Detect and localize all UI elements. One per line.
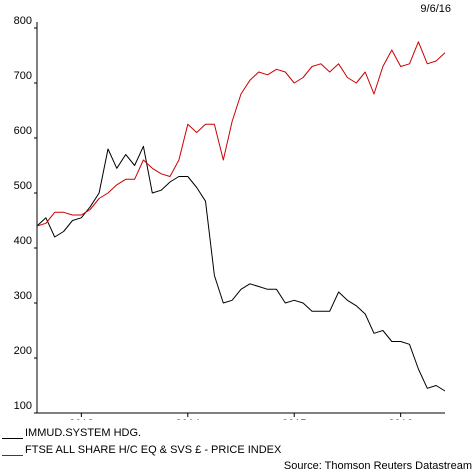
y-tick-label: 500 (14, 180, 32, 192)
line-chart: 100 200 300 400 500 600 700 800 2013 2014 2015 2016 (14, 15, 446, 420)
source-note: Source: Thomson Reuters Datastream (283, 460, 472, 472)
chart-axes: 100 200 300 400 500 600 700 800 2013 2014 2015 2016 (14, 15, 445, 420)
y-tick-label: 200 (14, 345, 32, 357)
series-line-immud (36, 145, 446, 392)
x-tick-label: 2016 (388, 418, 412, 420)
legend-swatch-ftse (2, 454, 23, 456)
legend-label-immud: IMMUD.SYSTEM HDG. (25, 427, 142, 439)
y-tick-label: 400 (14, 235, 32, 247)
x-tick-label: 2014 (176, 418, 200, 420)
y-tick-label: 600 (14, 125, 32, 137)
x-tick-label: 2013 (69, 418, 93, 420)
series-line-ftse (36, 41, 446, 227)
legend-item-immud: IMMUD.SYSTEM HDG. (2, 427, 141, 439)
legend-item-ftse: FTSE ALL SHARE H/C EQ & SVS £ - PRICE IN… (2, 444, 281, 456)
y-tick-label: 100 (14, 400, 32, 412)
legend-label-ftse: FTSE ALL SHARE H/C EQ & SVS £ - PRICE IN… (25, 444, 282, 456)
y-tick-label: 800 (14, 15, 32, 27)
x-tick-label: 2015 (282, 418, 306, 420)
chart-lines (36, 41, 446, 392)
y-tick-label: 700 (14, 70, 32, 82)
y-tick-label: 300 (14, 290, 32, 302)
date-label: 9/6/16 (420, 3, 451, 15)
legend-swatch-immud (2, 437, 23, 439)
